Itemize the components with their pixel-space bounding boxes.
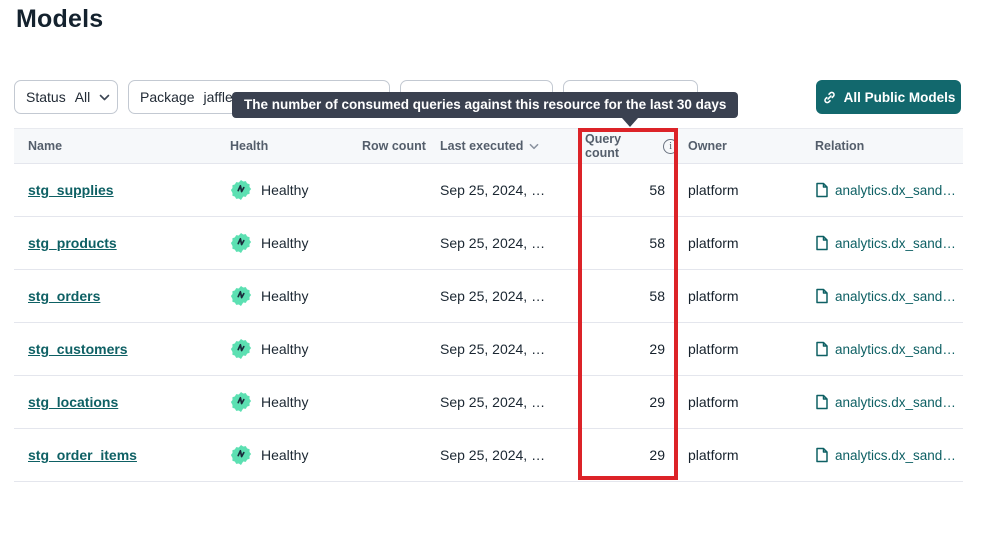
owner-cell: platform	[688, 394, 739, 410]
table-row: stg_customers Healthy Sep 25, 2024, … 29…	[14, 323, 963, 376]
relation-link[interactable]: analytics.dx_sand…	[835, 447, 956, 463]
healthy-badge-icon	[230, 392, 252, 412]
column-header-relation[interactable]: Relation	[815, 139, 865, 153]
last-executed-cell: Sep 25, 2024, …	[440, 341, 546, 357]
health-status-label: Healthy	[261, 394, 309, 410]
package-filter-label: Package	[140, 89, 195, 105]
healthy-badge-icon	[230, 233, 252, 253]
relation-link[interactable]: analytics.dx_sand…	[835, 182, 956, 198]
column-header-name[interactable]: Name	[28, 139, 63, 153]
owner-cell: platform	[688, 235, 739, 251]
document-icon	[816, 182, 828, 198]
owner-cell: platform	[688, 447, 739, 463]
healthy-badge-icon	[230, 180, 252, 200]
column-header-last-executed-label: Last executed	[440, 139, 524, 153]
model-name-link[interactable]: stg_supplies	[28, 182, 114, 198]
model-name-link[interactable]: stg_products	[28, 235, 117, 251]
document-icon	[816, 288, 828, 304]
status-filter-label: Status	[26, 89, 66, 105]
healthy-badge-icon	[230, 339, 252, 359]
document-icon	[816, 235, 828, 251]
page-title: Models	[16, 5, 104, 33]
relation-link[interactable]: analytics.dx_sand…	[835, 288, 956, 304]
last-executed-cell: Sep 25, 2024, …	[440, 288, 546, 304]
model-name-link[interactable]: stg_order_items	[28, 447, 137, 463]
package-filter-value: jaffle_	[203, 89, 241, 105]
query-count-cell: 29	[649, 447, 665, 463]
document-icon	[816, 394, 828, 410]
model-name-link[interactable]: stg_orders	[28, 288, 101, 304]
health-status-label: Healthy	[261, 341, 309, 357]
relation-link[interactable]: analytics.dx_sand…	[835, 394, 956, 410]
relation-link[interactable]: analytics.dx_sand…	[835, 341, 956, 357]
table-row: stg_orders Healthy Sep 25, 2024, … 58 pl…	[14, 270, 963, 323]
last-executed-cell: Sep 25, 2024, …	[440, 182, 546, 198]
info-icon[interactable]: i	[663, 138, 678, 154]
query-count-cell: 58	[649, 235, 665, 251]
healthy-badge-icon	[230, 445, 252, 465]
column-header-last-executed[interactable]: Last executed	[440, 139, 585, 153]
table-body: stg_supplies Healthy Sep 25, 2024, … 58 …	[14, 164, 963, 482]
last-executed-cell: Sep 25, 2024, …	[440, 447, 546, 463]
last-executed-cell: Sep 25, 2024, …	[440, 235, 546, 251]
link-icon	[823, 91, 835, 103]
model-name-link[interactable]: stg_customers	[28, 341, 128, 357]
health-status-label: Healthy	[261, 182, 309, 198]
document-icon	[816, 341, 828, 357]
table-row: stg_products Healthy Sep 25, 2024, … 58 …	[14, 217, 963, 270]
query-count-cell: 29	[649, 394, 665, 410]
column-header-query-count[interactable]: Query count i	[585, 132, 678, 160]
healthy-badge-icon	[230, 286, 252, 306]
column-header-owner[interactable]: Owner	[688, 139, 727, 153]
all-public-models-label: All Public Models	[843, 89, 956, 105]
health-status-label: Healthy	[261, 447, 309, 463]
sort-chevron-down-icon	[530, 143, 539, 149]
last-executed-cell: Sep 25, 2024, …	[440, 394, 546, 410]
chevron-down-icon	[99, 94, 110, 100]
document-icon	[816, 447, 828, 463]
table-header-row: Name Health Row count Last executed Quer…	[14, 128, 963, 164]
status-filter-dropdown[interactable]: Status All	[14, 80, 118, 114]
query-count-cell: 58	[649, 182, 665, 198]
models-table: Name Health Row count Last executed Quer…	[14, 128, 963, 482]
health-status-label: Healthy	[261, 288, 309, 304]
query-count-cell: 58	[649, 288, 665, 304]
query-count-cell: 29	[649, 341, 665, 357]
owner-cell: platform	[688, 288, 739, 304]
relation-link[interactable]: analytics.dx_sand…	[835, 235, 956, 251]
health-status-label: Healthy	[261, 235, 309, 251]
column-header-health[interactable]: Health	[230, 139, 269, 153]
model-name-link[interactable]: stg_locations	[28, 394, 119, 410]
table-row: stg_supplies Healthy Sep 25, 2024, … 58 …	[14, 164, 963, 217]
all-public-models-button[interactable]: All Public Models	[816, 80, 961, 114]
owner-cell: platform	[688, 341, 739, 357]
column-header-row-count[interactable]: Row count	[362, 139, 426, 153]
status-filter-value: All	[74, 89, 91, 105]
table-row: stg_locations Healthy Sep 25, 2024, … 29…	[14, 376, 963, 429]
table-row: stg_order_items Healthy Sep 25, 2024, … …	[14, 429, 963, 482]
query-count-tooltip: The number of consumed queries against t…	[232, 92, 739, 118]
column-header-query-count-label: Query count	[585, 132, 622, 160]
tooltip-arrow	[622, 118, 638, 127]
owner-cell: platform	[688, 182, 739, 198]
